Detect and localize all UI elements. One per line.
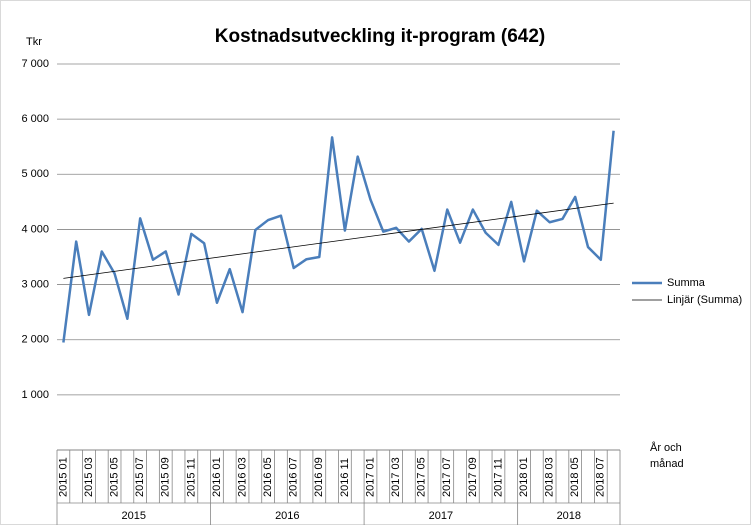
x-tick-label: 2015 01 — [57, 457, 69, 497]
y-tick-label: 2 000 — [21, 334, 49, 346]
x-tick-label: 2017 01 — [364, 457, 376, 497]
y-tick-label: 5 000 — [21, 168, 49, 180]
x-tick-label: 2016 09 — [313, 457, 325, 497]
legend-label: Summa — [667, 277, 706, 289]
x-tick-label: 2017 11 — [492, 458, 504, 497]
y-tick-label: 4 000 — [21, 223, 49, 235]
group-label: 2016 — [275, 510, 299, 522]
x-tick-label: 2018 01 — [518, 457, 530, 497]
x-tick-label: 2016 05 — [262, 457, 274, 497]
x-axis-label-line: månad — [650, 458, 684, 470]
x-tick-label: 2018 03 — [544, 457, 556, 497]
x-tick-label: 2017 05 — [416, 457, 428, 497]
y-tick-label: 7 000 — [21, 58, 49, 70]
x-tick-label: 2017 03 — [390, 457, 402, 497]
x-tick-label: 2016 07 — [288, 457, 300, 497]
legend-label: Linjär (Summa) — [667, 294, 742, 306]
x-tick-label: 2016 03 — [236, 457, 248, 497]
x-tick-label: 2015 03 — [83, 457, 95, 497]
group-label: 2017 — [429, 510, 453, 522]
x-tick-label: 2015 07 — [134, 457, 146, 497]
trendline — [63, 202, 614, 279]
group-label: 2018 — [557, 510, 581, 522]
chart-title: Kostnadsutveckling it-program (642) — [215, 26, 545, 47]
x-tick-label: 2017 09 — [467, 457, 479, 497]
y-tick-label: 1 000 — [21, 389, 49, 401]
x-axis-label-line: År och — [650, 441, 682, 454]
x-tick-label: 2015 11 — [185, 458, 197, 497]
x-tick-label: 2015 05 — [108, 457, 120, 497]
x-axis-label: År och månad — [650, 441, 684, 470]
x-tick-label: 2018 07 — [595, 457, 607, 497]
x-tick-label: 2018 05 — [569, 457, 581, 497]
y-tick-label: 3 000 — [21, 278, 49, 290]
x-tick-label: 2017 07 — [441, 457, 453, 497]
y-axis-label: Tkr — [26, 36, 42, 48]
group-label: 2015 — [122, 510, 146, 522]
data-line — [62, 130, 615, 343]
y-tick-label: 6 000 — [21, 113, 49, 125]
x-tick-label: 2016 11 — [339, 458, 351, 497]
x-tick-label: 2015 09 — [160, 457, 172, 497]
x-tick-label: 2016 01 — [211, 457, 223, 497]
